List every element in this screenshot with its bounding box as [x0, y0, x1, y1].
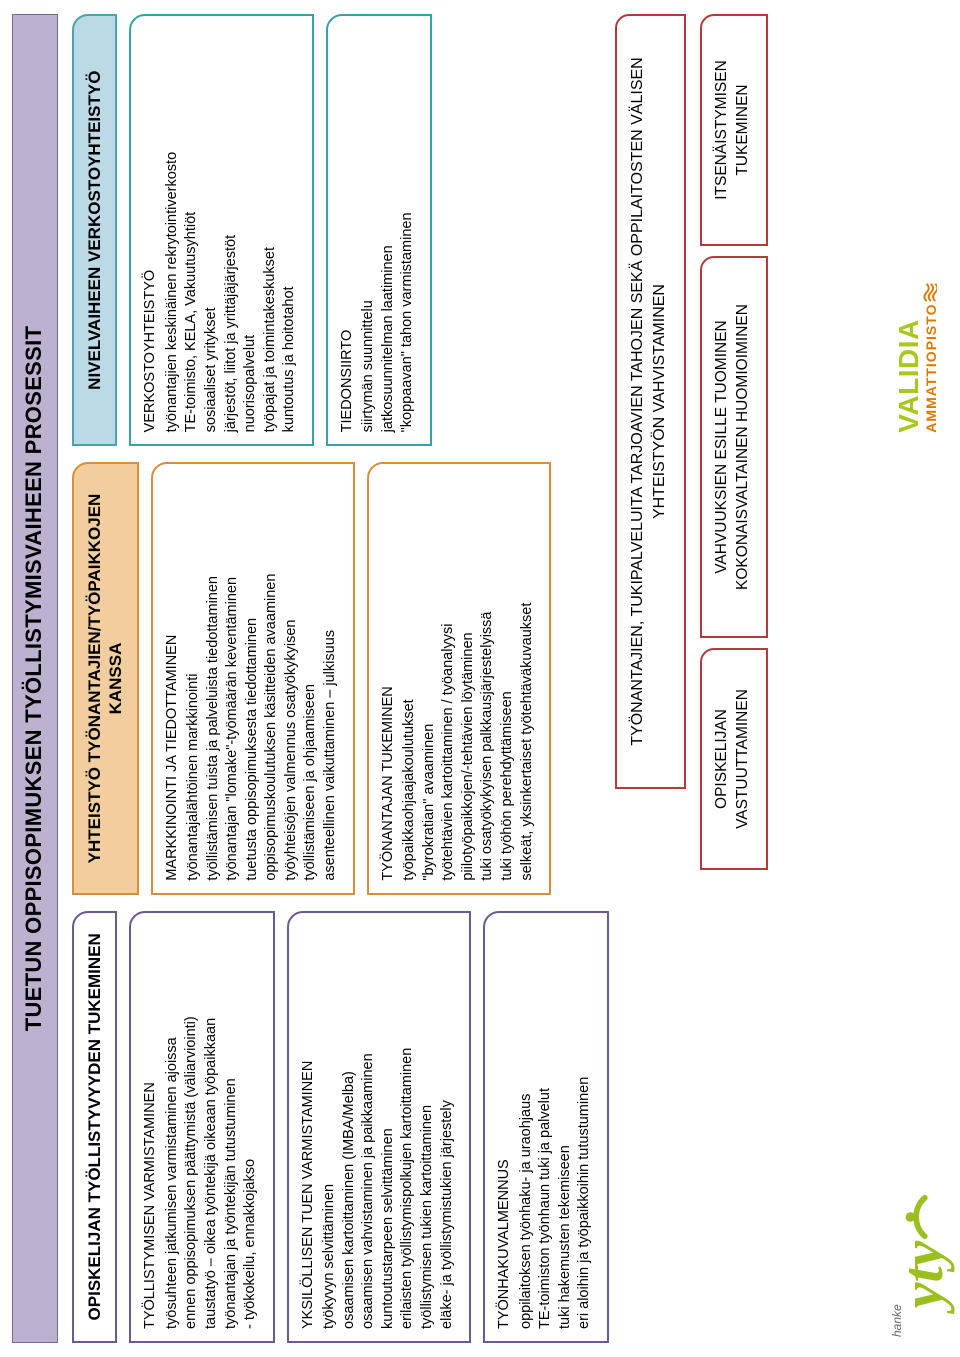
card-heading: TYÖNANTAJAN TUKEMINEN	[379, 476, 399, 880]
card-heading: MARKKINOINTI JA TIEDOTTAMINEN	[163, 476, 183, 880]
partners-row: TYÖNANTAJIEN, TUKIPALVELUITA TARJOAVIEN …	[615, 14, 686, 1343]
card-body: työsuhteen jatkumisen varmistaminen ajoi…	[163, 925, 261, 1329]
card-marketing-info: MARKKINOINTI JA TIEDOTTAMINEN työnantaja…	[151, 462, 355, 894]
column-header-text: OPISKELIJAN TYÖLLISTYVYYDEN TUKEMINEN	[84, 921, 105, 1333]
column-student-support: OPISKELIJAN TYÖLLISTYVYYDEN TUKEMINEN TY…	[72, 911, 609, 1343]
yty-prefix: hanke	[890, 1304, 904, 1337]
column-header-text: NIVELVAIHEEN VERKOSTOYHTEISTYÖ	[84, 24, 105, 436]
validia-line2: AMMATTIOPISTO	[923, 276, 940, 433]
title-banner: TUETUN OPPISOPIMUKSEN TYÖLLISTYMISVAIHEE…	[12, 14, 58, 1343]
card-individual-support: YKSILÖLLISEN TUEN VARMISTAMINEN työkyvyn…	[287, 911, 472, 1343]
red-box-independence: ITSENÄISTYMISEN TUKEMINEN	[700, 14, 768, 246]
red-box-text: OPISKELIJAN VASTUUTTAMINEN	[712, 664, 754, 854]
red-box-strengths: VAHVUUKSIEN ESILLE TUOMINEN KOKONAISVALT…	[700, 256, 768, 638]
yty-swoosh-icon	[896, 1193, 944, 1241]
card-information-transfer: TIEDONSIIRTO siirtymän suunnittelu jatko…	[326, 14, 432, 446]
title-text: TUETUN OPPISOPIMUKSEN TYÖLLISTYMISVAIHEE…	[21, 326, 46, 1032]
card-body: oppilaitoksen työnhaku- ja uraohjaus TE-…	[517, 925, 595, 1329]
column-employer-collab: YHTEISTYÖ TYÖNANTAJIEN/TYÖPAIKKOJEN KANS…	[72, 462, 609, 894]
yty-logo: hanke yty	[890, 1193, 944, 1337]
card-employment-ensure: TYÖLLISTYMISEN VARMISTAMINEN työsuhteen …	[129, 911, 274, 1343]
red-boxes-row: OPISKELIJAN VASTUUTTAMINEN VAHVUUKSIEN E…	[700, 14, 768, 1343]
column-header-text: YHTEISTYÖ TYÖNANTAJIEN/TYÖPAIKKOJEN KANS…	[84, 472, 127, 884]
red-box-responsibility: OPISKELIJAN VASTUUTTAMINEN	[700, 648, 768, 870]
card-heading: TYÖLLISTYMISEN VARMISTAMINEN	[141, 925, 161, 1329]
column-header: OPISKELIJAN TYÖLLISTYVYYDEN TUKEMINEN	[72, 911, 117, 1343]
columns-row: OPISKELIJAN TYÖLLISTYVYYDEN TUKEMINEN TY…	[72, 14, 609, 1343]
validia-logo: VALIDIA AMMATTIOPISTO	[895, 276, 940, 433]
column-header: NIVELVAIHEEN VERKOSTOYHTEISTYÖ	[72, 14, 117, 446]
red-box-text: ITSENÄISTYMISEN TUKEMINEN	[712, 30, 754, 230]
diagram-canvas: TUETUN OPPISOPIMUKSEN TYÖLLISTYMISVAIHEE…	[0, 0, 960, 1357]
partners-text: TYÖNANTAJIEN, TUKIPALVELUITA TARJOAVIEN …	[627, 34, 672, 769]
card-employer-support: TYÖNANTAJAN TUKEMINEN työpaikkaohjaajako…	[367, 462, 552, 894]
validia-line1: VALIDIA	[895, 276, 923, 433]
card-body: työnantajalähtöinen markkinointi työllis…	[184, 476, 341, 880]
yty-text: yty	[903, 1241, 944, 1309]
column-network: NIVELVAIHEEN VERKOSTOYHTEISTYÖ VERKOSTOY…	[72, 14, 609, 446]
card-body: työpaikkaohjaajakoulutukset "byrokratian…	[400, 476, 537, 880]
card-body: työkyvyn selvittäminen osaamisen kartoit…	[320, 925, 457, 1329]
card-body: työnantajien keskinäinen rekrytointiverk…	[163, 28, 300, 432]
card-heading: TIEDONSIIRTO	[338, 28, 358, 432]
red-box-text: VAHVUUKSIEN ESILLE TUOMINEN KOKONAISVALT…	[712, 272, 754, 622]
validia-line2-text: AMMATTIOPISTO	[923, 304, 939, 433]
card-network-collab: VERKOSTOYHTEISTYÖ työnantajien keskinäin…	[129, 14, 314, 446]
card-body: siirtymän suunnittelu jatkosuunnitelman …	[359, 28, 418, 432]
card-heading: TYÖNHAKUVALMENNUS	[495, 925, 515, 1329]
validia-wave-icon	[923, 276, 940, 302]
partners-box: TYÖNANTAJIEN, TUKIPALVELUITA TARJOAVIEN …	[615, 14, 686, 789]
card-jobseeking-coaching: TYÖNHAKUVALMENNUS oppilaitoksen työnhaku…	[483, 911, 609, 1343]
card-heading: VERKOSTOYHTEISTYÖ	[141, 28, 161, 432]
logos-row: hanke yty VALIDIA AMMATTIOPISTO	[890, 276, 944, 1337]
column-header: YHTEISTYÖ TYÖNANTAJIEN/TYÖPAIKKOJEN KANS…	[72, 462, 139, 894]
card-heading: YKSILÖLLISEN TUEN VARMISTAMINEN	[299, 925, 319, 1329]
